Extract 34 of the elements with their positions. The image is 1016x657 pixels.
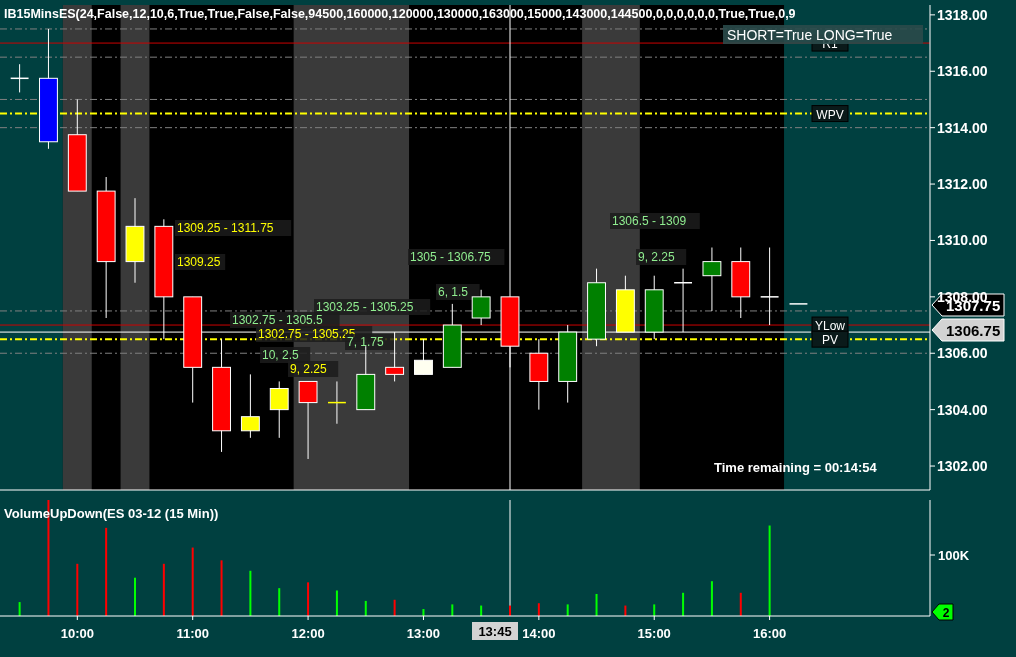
ref-line-label: PV (821, 333, 839, 348)
x-tick-label: 11:00 (176, 626, 209, 641)
text: 13:45 (478, 624, 512, 639)
y-tick-label: 1304.00 (937, 401, 988, 418)
x-tick-label: 13:00 (406, 626, 441, 641)
annotation: 1305 - 1306.75 (410, 250, 492, 264)
y-tick-label: 1318.00 (937, 6, 988, 23)
annotation: 1306.5 - 1309 (612, 214, 687, 228)
y-tick-label: 1312.00 (937, 176, 988, 193)
ref-line-label: WPV (816, 107, 844, 122)
annotation: 1302.75 - 1305.5 (232, 313, 324, 327)
x-tick-label: 16:00 (752, 626, 787, 641)
ref-line-label: YLow (814, 319, 846, 334)
x-tick-label: 10:00 (60, 626, 94, 641)
annotation: 1309.25 (177, 255, 221, 269)
y-tick-label: 1306.00 (937, 345, 988, 362)
annotation: Time remaining = 00:14:54 (714, 460, 878, 475)
text: 100K (938, 548, 970, 563)
y-tick-label: 1316.00 (937, 63, 988, 80)
text: 1306.75 (946, 322, 1001, 339)
annotation: 9, 2.25 (638, 250, 676, 264)
annotation: 9, 2.25 (290, 362, 328, 376)
annotation: 10, 2.5 (262, 348, 300, 362)
annotation: 6, 1.5 (438, 285, 469, 299)
annotation: 1309.25 - 1311.75 (177, 221, 274, 235)
y-tick-label: 1302.00 (937, 458, 988, 475)
text: 2 (942, 606, 950, 620)
x-tick-label: 12:00 (291, 626, 325, 641)
chart-title: IB15MinsES(24,False,12,10,6,True,True,False,False,94500,160000,120000,130000,163000,15000,143000,144500,0,0,0,0,0,0,True,True,0,9 (4, 7, 796, 21)
x-tick-label: 15:00 (637, 626, 671, 641)
y-tick-label: 1310.00 (937, 232, 988, 249)
y-tick-label: 1314.00 (937, 119, 988, 136)
annotation: 1303.25 - 1305.25 (316, 300, 414, 314)
x-tick-label: 14:00 (522, 626, 556, 641)
